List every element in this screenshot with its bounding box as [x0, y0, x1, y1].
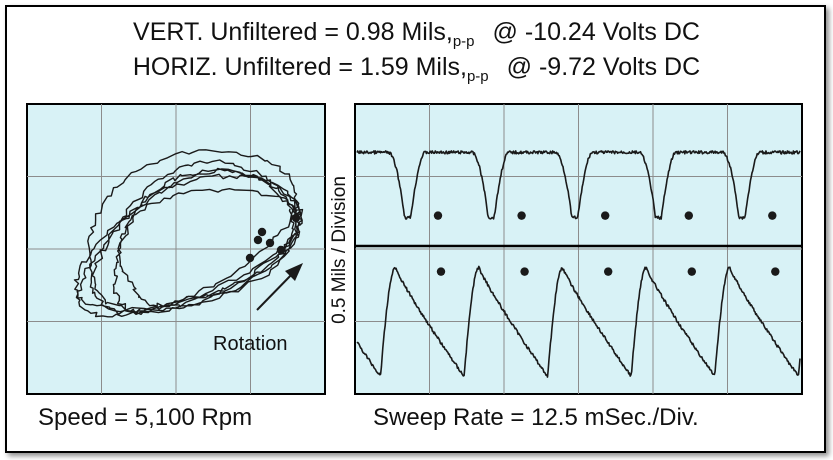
horizontal-header: HORIZ. Unfiltered = 1.59 Mils,p-p @ -9.72… — [0, 53, 833, 85]
horizontal-keyphasor-dot — [436, 267, 446, 276]
horizontal-label: HORIZ. Unfiltered = 1.59 Mils, — [132, 53, 467, 81]
orbit-keyphasor-dot — [253, 235, 263, 245]
orbit-keyphasor-dot — [291, 213, 301, 223]
vertical-trace — [356, 150, 801, 220]
horizontal-volts: @ -9.72 Volts DC — [506, 53, 701, 81]
vertical-keyphasor-dot — [517, 211, 526, 220]
rotation-label: Rotation — [213, 333, 288, 355]
vertical-keyphasor-dot — [768, 211, 777, 220]
y-axis-label-text: 0.5 Mils / Division — [329, 176, 350, 324]
horizontal-keyphasor-dot — [604, 267, 613, 276]
orbit-trace — [73, 149, 304, 318]
vertical-volts: @ -10.24 Volts DC — [492, 18, 700, 46]
orbit-keyphasor-dot — [257, 227, 267, 237]
timebase-plot — [354, 103, 803, 395]
horizontal-keyphasor-dot — [687, 267, 696, 276]
vertical-keyphasor-dot — [433, 211, 443, 220]
rotation-arrow-shaft — [256, 269, 297, 311]
horizontal-keyphasor-dot — [520, 267, 529, 276]
rotation-arrow-head — [285, 263, 303, 281]
horizontal-subscript: p-p — [466, 68, 489, 85]
orbit-keyphasor-dot — [265, 238, 275, 248]
orbit-keyphasor-dot — [245, 253, 255, 263]
vertical-label: VERT. Unfiltered = 0.98 Mils, — [133, 18, 453, 46]
vertical-keyphasor-dot — [601, 211, 610, 220]
vertical-keyphasor-dot — [684, 211, 693, 220]
orbit-keyphasor-dot — [276, 245, 286, 255]
orbit-plot: Rotation — [26, 103, 326, 395]
horizontal-trace — [356, 265, 801, 378]
vertical-subscript: p-p — [452, 33, 475, 50]
sweep-rate-caption: Sweep Rate = 12.5 mSec./Div. — [373, 404, 699, 431]
speed-caption: Speed = 5,100 Rpm — [38, 404, 253, 431]
vertical-header: VERT. Unfiltered = 0.98 Mils,p-p @ -10.24… — [0, 18, 833, 50]
horizontal-keyphasor-dot — [771, 267, 780, 276]
